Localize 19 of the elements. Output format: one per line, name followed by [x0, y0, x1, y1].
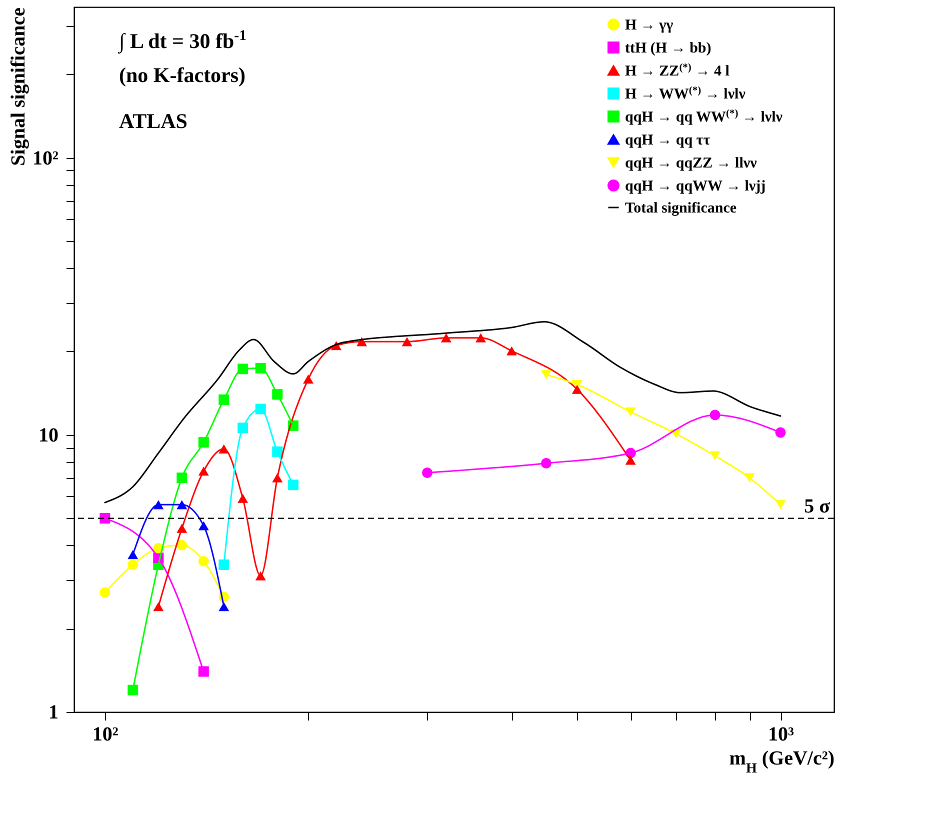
y-tick-label: 10 — [38, 424, 58, 446]
legend-label: H → ZZ$^{(*)}$ → 4 l — [625, 62, 730, 80]
ref-line-label: 5 σ — [804, 495, 830, 518]
y-tick-label: 10² — [32, 147, 58, 170]
annotation: (no K-factors) — [119, 63, 246, 87]
x-axis-title: m$_{H}$ (GeV/c²) — [729, 748, 834, 776]
legend-label: H → WW$^{(*)}$ → lνlν — [625, 85, 746, 102]
legend-label: qqH → qqZZ → llνν — [625, 156, 758, 172]
legend-label: qqH → qq ττ — [625, 132, 710, 148]
x-tick-label: 10³ — [768, 724, 794, 746]
annotation: ATLAS — [119, 109, 188, 133]
annotation: ∫ L dt = 30 fb$^{-1}$ — [117, 28, 246, 54]
legend-label: qqH → qqWW → lνjj — [625, 178, 766, 194]
legend-label: ttH (H → bb) — [625, 40, 712, 56]
legend-label: H → γγ — [625, 18, 674, 34]
y-tick-label: 1 — [48, 702, 58, 724]
legend-label: qqH → qq WW$^{(*)}$ → lνlν — [625, 108, 783, 126]
y-axis-title: Signal significance — [8, 7, 30, 166]
legend-label: Total significance — [625, 200, 737, 216]
